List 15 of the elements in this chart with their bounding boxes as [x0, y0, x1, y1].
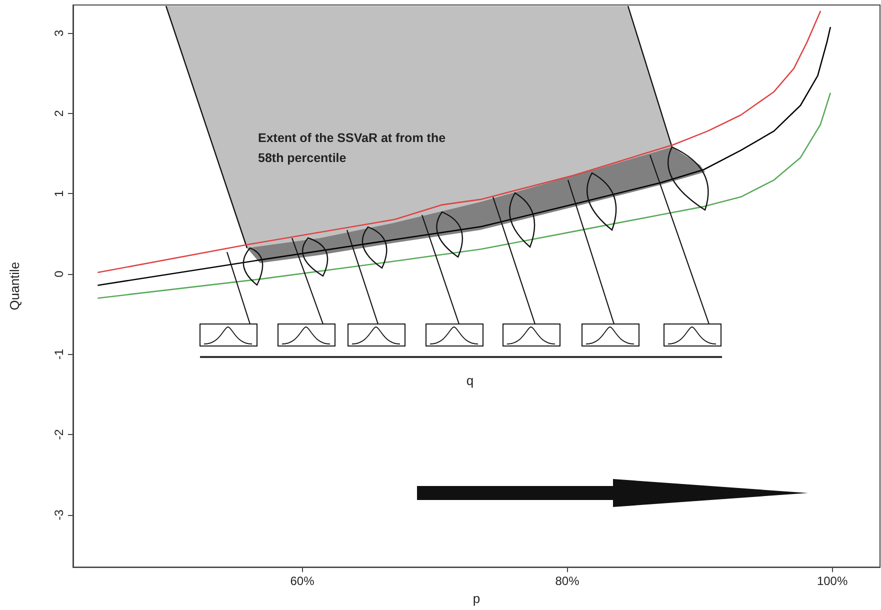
y-tick-label: -1	[52, 348, 66, 360]
y-tick-label: 2	[52, 110, 66, 117]
x-axis-title: p	[472, 591, 480, 606]
x-tick-label: 60%	[290, 574, 315, 588]
line-series	[98, 92, 831, 299]
x-tick-label: 100%	[816, 574, 848, 588]
y-axis-title: Quantile	[7, 262, 22, 310]
annotation: q	[465, 373, 475, 388]
y-tick-label: -3	[52, 509, 66, 520]
y-tick-label: 1	[52, 190, 66, 198]
y-tick-label: 3	[52, 29, 66, 36]
x-tick-label: 80%	[555, 574, 580, 588]
annotation: Extent of the SSVaR at from the 58th percentile	[258, 130, 447, 167]
y-tick-label: -2	[52, 428, 66, 440]
y-tick-label: 0	[52, 270, 66, 278]
